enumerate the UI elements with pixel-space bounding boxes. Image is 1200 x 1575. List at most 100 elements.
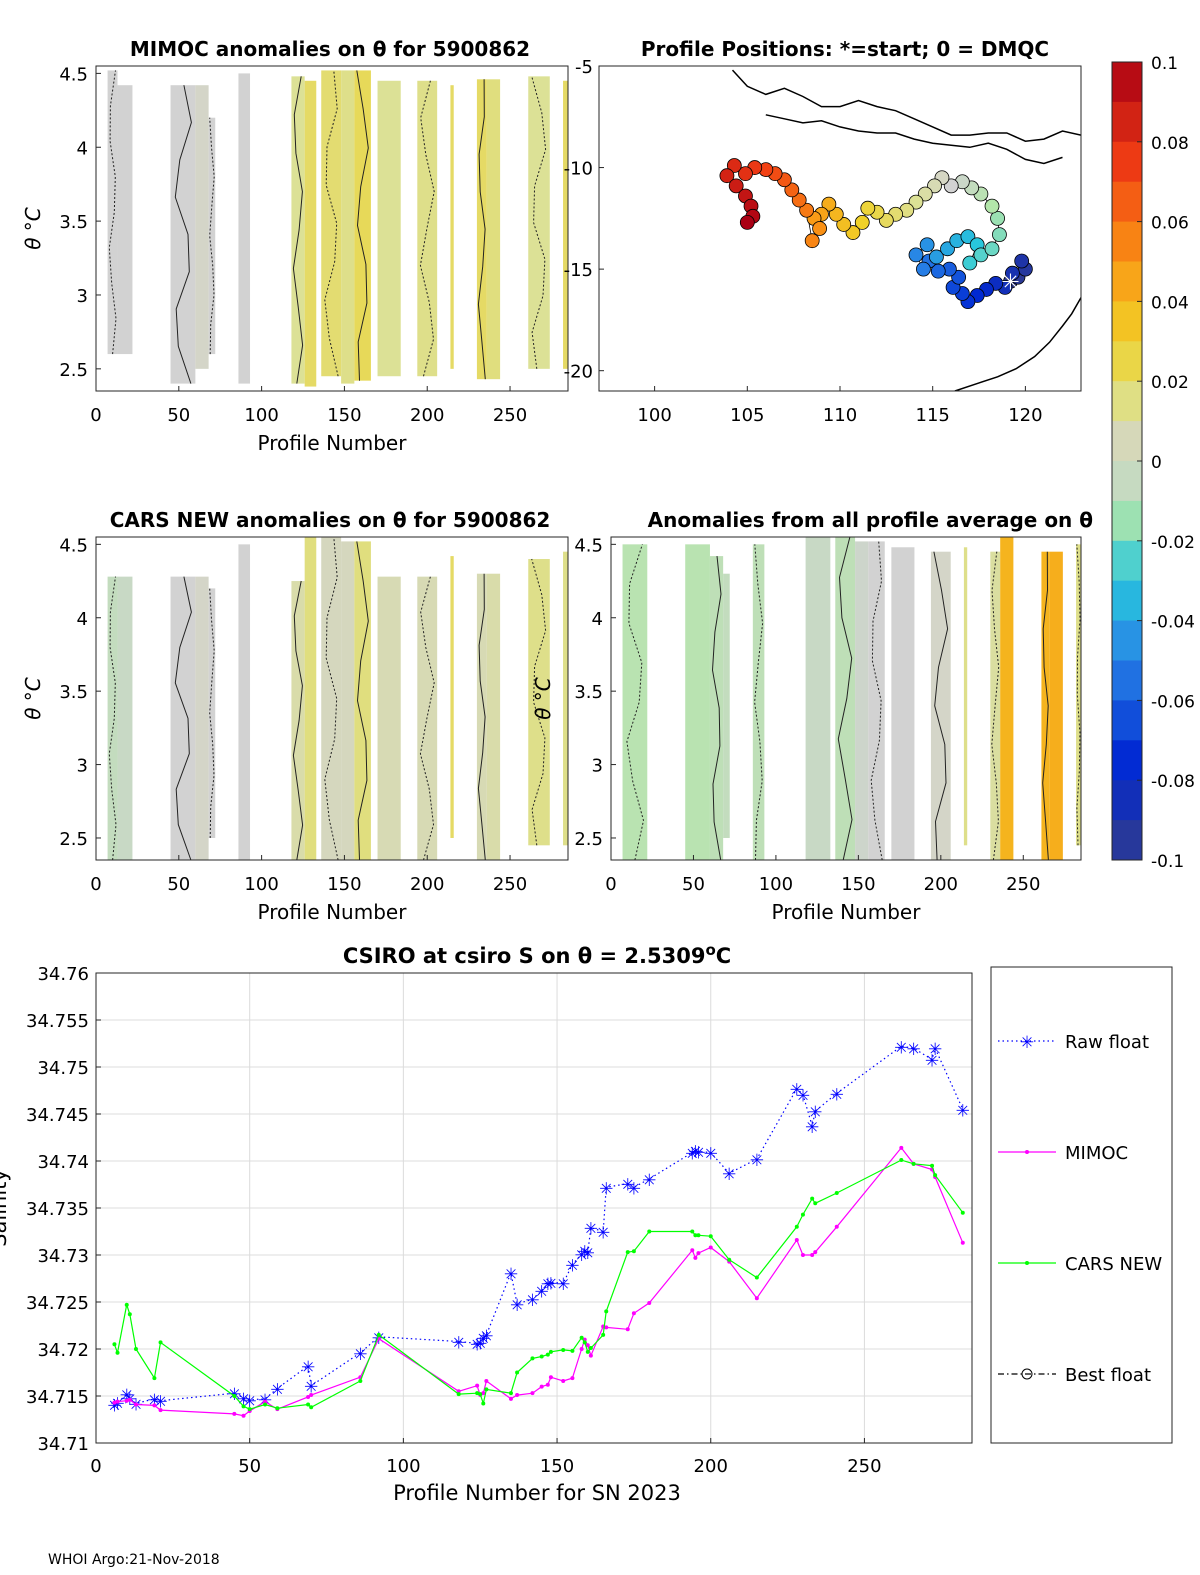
y-axis-label: θ °C bbox=[531, 677, 555, 720]
y-tick-label: -10 bbox=[564, 159, 593, 180]
colorbar-tick-label: -0.1 bbox=[1151, 852, 1184, 872]
data-point-mimoc bbox=[128, 1398, 132, 1402]
x-tick-label: 120 bbox=[1008, 405, 1042, 426]
colorbar-segment bbox=[1112, 102, 1142, 142]
panel-title: Anomalies from all profile average on θ bbox=[648, 508, 1093, 532]
colorbar-segment bbox=[1112, 700, 1142, 740]
y-tick-label: 34.76 bbox=[37, 964, 89, 985]
y-axis-label: Salinity bbox=[0, 1169, 11, 1247]
panel-title: CARS NEW anomalies on θ for 5900862 bbox=[110, 508, 551, 532]
data-point-cars-new bbox=[515, 1371, 519, 1375]
anomaly-strip bbox=[685, 544, 710, 860]
legend-label: Raw float bbox=[1065, 1032, 1149, 1053]
salinity-line-chart: ✳✳✳ ✳✳ ✳✳✳✳✳✳✳ ✳✳✳✳✳✳ ✳✳✳✳✳✳✳✳✳✳✳✳ ✳✳ ✳✳✳✳✳✳✳✳… bbox=[0, 941, 1172, 1505]
colorbar-segment bbox=[1112, 301, 1142, 341]
data-point-raw-float: ✳ bbox=[353, 1345, 367, 1365]
anomaly-strip bbox=[341, 70, 354, 383]
x-tick-label: 50 bbox=[167, 405, 190, 426]
anomaly-strip bbox=[806, 537, 831, 860]
data-point-cars-new bbox=[601, 1333, 605, 1337]
x-tick-label: 200 bbox=[694, 1456, 728, 1477]
anomaly-strip bbox=[891, 547, 914, 860]
anomaly-strip bbox=[487, 79, 500, 379]
x-axis-label: Profile Number bbox=[772, 900, 922, 924]
data-point-raw-float: ✳ bbox=[722, 1165, 736, 1185]
x-tick-label: 100 bbox=[244, 874, 278, 895]
anomaly-strip bbox=[354, 541, 371, 860]
data-point-raw-float: ✳ bbox=[504, 1265, 518, 1285]
anomaly-strip bbox=[108, 577, 118, 860]
x-tick-label: 100 bbox=[386, 1456, 420, 1477]
data-point-mimoc bbox=[570, 1376, 574, 1380]
colorbar-segment bbox=[1112, 461, 1142, 501]
anomaly-strip bbox=[487, 574, 500, 860]
x-tick-label: 200 bbox=[410, 874, 444, 895]
colorbar-segment bbox=[1112, 142, 1142, 182]
data-point-raw-float: ✳ bbox=[956, 1101, 970, 1121]
data-point-mimoc bbox=[810, 1253, 814, 1257]
mimoc-anomaly-panel: 0 50 100 150 200 250 2.5 3 3.5 4 4.5 Profile Number… bbox=[21, 37, 568, 455]
colorbar-tick-label: -0.04 bbox=[1151, 613, 1195, 633]
data-point-cars-new bbox=[159, 1340, 163, 1344]
data-point-cars-new bbox=[583, 1340, 587, 1344]
data-point-mimoc bbox=[484, 1379, 488, 1383]
colorbar-segment bbox=[1112, 222, 1142, 262]
figure: 0 50 100 150 200 2502.533.544.5Profile Number… bbox=[0, 0, 1200, 1575]
data-point-raw-float: ✳ bbox=[599, 1179, 613, 1199]
anomaly-strip bbox=[723, 574, 730, 838]
y-tick-label: 4.5 bbox=[59, 64, 88, 85]
legend-label: MIMOC bbox=[1065, 1143, 1128, 1164]
y-tick-label: -5 bbox=[575, 57, 593, 78]
y-tick-label: 34.715 bbox=[26, 1387, 89, 1408]
data-point-cars-new bbox=[810, 1197, 814, 1201]
profile-position-marker bbox=[916, 262, 930, 276]
colorbar-segment bbox=[1112, 182, 1142, 222]
anomaly-strip bbox=[563, 81, 568, 369]
anomaly-strip bbox=[417, 81, 437, 376]
data-point-mimoc bbox=[709, 1245, 713, 1249]
x-tick-label: 250 bbox=[1006, 874, 1040, 895]
footer-credit: WHOI Argo:21-Nov-2018 bbox=[48, 1552, 220, 1568]
x-tick-label: 50 bbox=[167, 874, 190, 895]
data-point-raw-float: ✳ bbox=[928, 1040, 942, 1060]
data-point-cars-new bbox=[306, 1402, 310, 1406]
data-point-mimoc bbox=[835, 1225, 839, 1229]
panel-title: Profile Positions: *=start; 0 = DMQC bbox=[641, 37, 1049, 61]
anomaly-strip bbox=[450, 556, 453, 838]
anomaly-strip bbox=[450, 85, 453, 369]
colorbar-segment bbox=[1112, 621, 1142, 661]
y-tick-label: 3 bbox=[592, 756, 603, 777]
x-tick-label: 0 bbox=[90, 405, 101, 426]
x-tick-label: 150 bbox=[540, 1456, 574, 1477]
anomaly-strip bbox=[835, 537, 855, 860]
data-point-raw-float: ✳ bbox=[270, 1380, 284, 1400]
data-point-mimoc bbox=[546, 1383, 550, 1387]
data-point-cars-new bbox=[232, 1394, 236, 1398]
data-point-cars-new bbox=[309, 1405, 313, 1409]
title-part: C bbox=[716, 944, 731, 968]
colorbar-tick-label: -0.06 bbox=[1151, 692, 1195, 712]
colorbar-tick-label: 0 bbox=[1151, 453, 1162, 473]
data-point-raw-float: ✳ bbox=[301, 1358, 315, 1378]
data-point-cars-new bbox=[263, 1402, 267, 1406]
data-point-raw-float: ✳ bbox=[627, 1179, 641, 1199]
data-point-cars-new bbox=[690, 1230, 694, 1234]
anomaly-strip bbox=[341, 541, 354, 860]
anomaly-strip bbox=[195, 577, 208, 860]
data-point-raw-float: ✳ bbox=[808, 1103, 822, 1123]
anomaly-strip bbox=[990, 552, 1000, 860]
x-tick-label: 115 bbox=[916, 405, 950, 426]
legend-marker bbox=[1025, 1261, 1029, 1265]
x-tick-label: 100 bbox=[244, 405, 278, 426]
profile-position-marker bbox=[909, 248, 923, 262]
data-point-raw-float: ✳ bbox=[596, 1224, 610, 1244]
x-axis-label: Profile Number bbox=[258, 431, 408, 455]
profile-position-marker bbox=[985, 242, 999, 256]
y-tick-label: 34.73 bbox=[37, 1246, 89, 1267]
data-point-mimoc bbox=[693, 1256, 697, 1260]
data-point-cars-new bbox=[116, 1351, 120, 1355]
anomaly-strip bbox=[1076, 544, 1081, 845]
y-tick-label: 2.5 bbox=[59, 360, 88, 381]
anomaly-strip bbox=[1050, 552, 1063, 860]
anomaly-strip bbox=[964, 547, 967, 845]
